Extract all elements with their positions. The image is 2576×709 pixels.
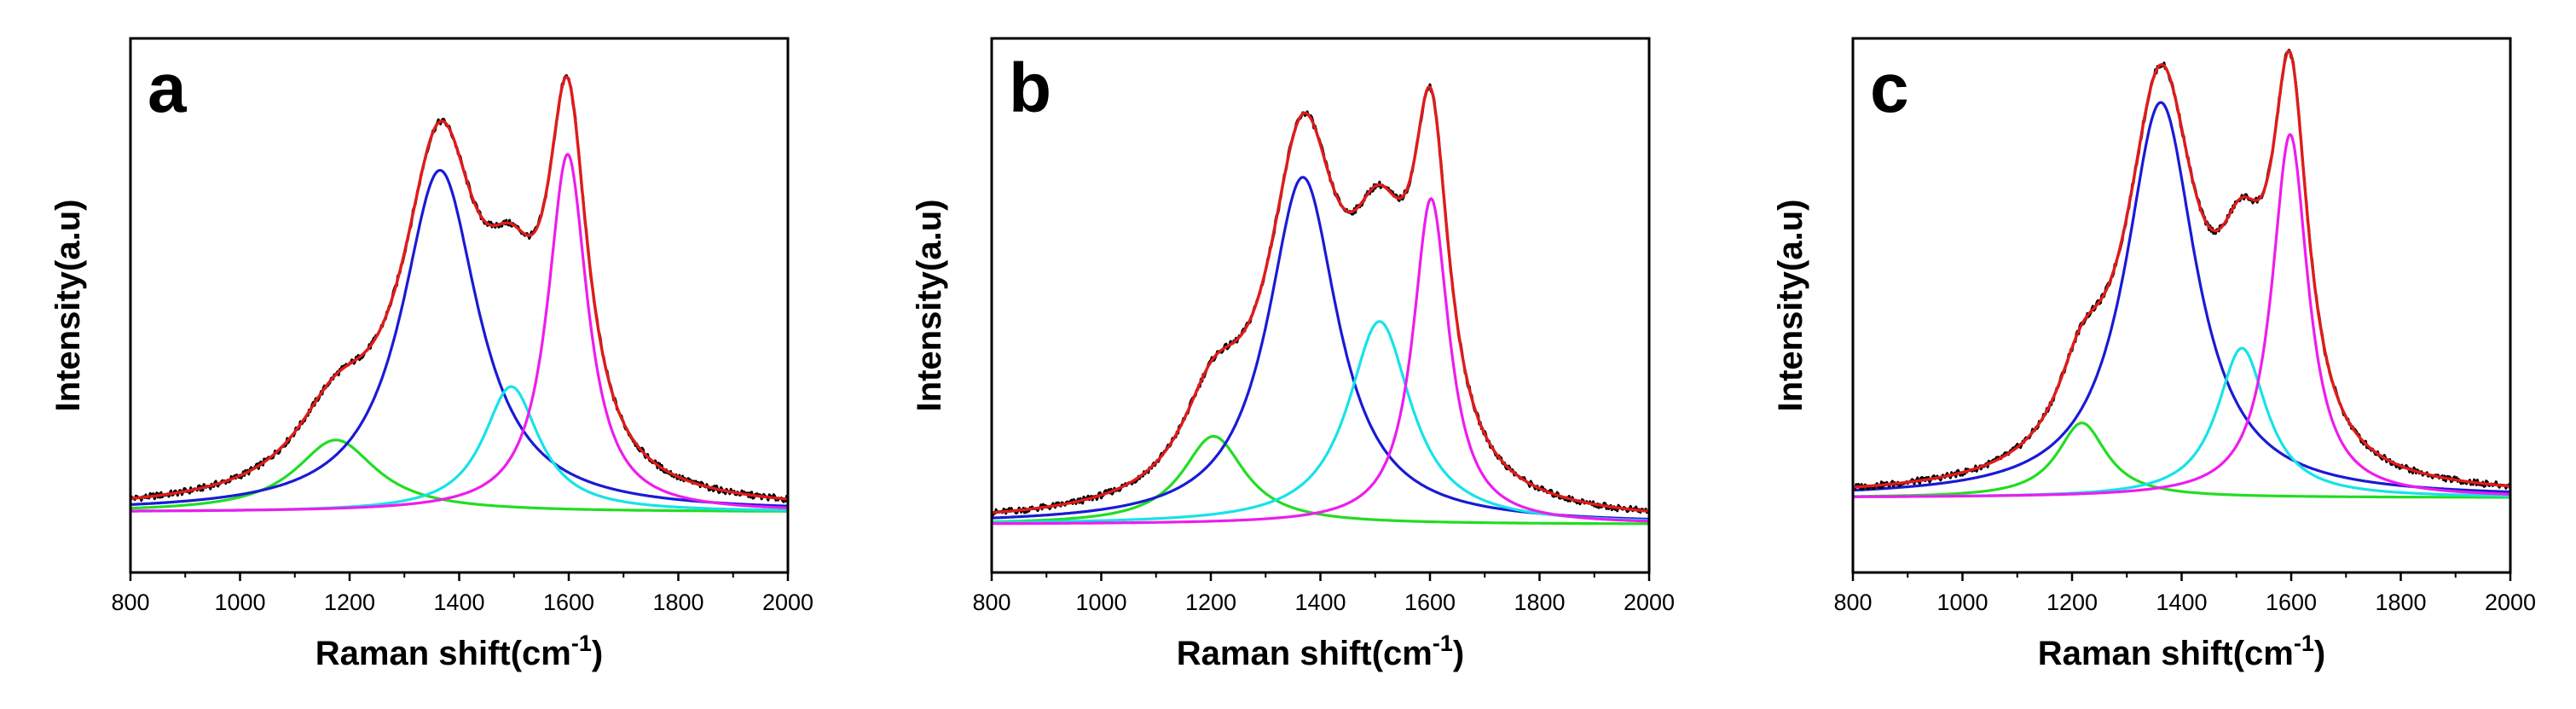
x-axis-title-sup: -1 xyxy=(1433,631,1453,656)
x-tick-label: 1200 xyxy=(324,590,375,615)
panel-label: b xyxy=(1009,49,1051,127)
x-axis-title-sup: -1 xyxy=(571,631,592,656)
series-blue-peak xyxy=(130,169,788,508)
series-magenta-peak xyxy=(130,153,788,513)
x-tick-label: 2000 xyxy=(762,590,813,615)
x-tick-label: 1600 xyxy=(2266,590,2317,615)
x-tick-label: 1800 xyxy=(1514,590,1565,615)
x-tick-label: 1600 xyxy=(1404,590,1456,615)
series-blue-peak xyxy=(992,176,1649,521)
y-axis-title: Intensity(a.u) xyxy=(1772,200,1809,412)
y-axis-title: Intensity(a.u) xyxy=(911,200,948,412)
x-axis-title-sup: -1 xyxy=(2294,631,2314,656)
x-tick-label: 1000 xyxy=(214,590,265,615)
series-green-peak xyxy=(992,434,1649,526)
x-tick-label: 1400 xyxy=(2156,590,2207,615)
series-cyan-peak xyxy=(992,320,1649,524)
x-axis-title-main: Raman shift(cm xyxy=(1177,635,1433,672)
series-fit-envelope xyxy=(992,85,1649,514)
plot-area xyxy=(1853,49,2510,499)
panel-label: a xyxy=(148,49,188,127)
x-axis-title-main: Raman shift(cm xyxy=(2038,635,2294,672)
series-green-peak xyxy=(130,439,788,513)
x-tick-label: 1800 xyxy=(2375,590,2426,615)
x-axis-title-main: Raman shift(cm xyxy=(315,635,571,672)
plot-area xyxy=(992,83,1649,526)
series-magenta-peak xyxy=(992,197,1649,526)
x-tick-label: 1000 xyxy=(1075,590,1126,615)
x-tick-label: 1400 xyxy=(433,590,484,615)
x-tick-label: 1600 xyxy=(543,590,594,615)
panel-label: c xyxy=(1870,49,1909,127)
x-tick-label: 1800 xyxy=(652,590,703,615)
x-axis-title: Raman shift(cm-1) xyxy=(315,631,603,672)
x-tick-label: 800 xyxy=(1833,590,1872,615)
plot-area xyxy=(130,74,788,513)
x-tick-label: 2000 xyxy=(1624,590,1675,615)
x-tick-label: 800 xyxy=(972,590,1010,615)
series-magenta-peak xyxy=(1853,133,2510,498)
panel-c: 800 1000 1200 1400 1600 1800 2000 Raman shift(c… xyxy=(1772,37,2536,672)
series-fit-envelope xyxy=(130,75,788,501)
series-cyan-peak xyxy=(130,385,788,513)
panel-a: 800 1000 1200 1400 1600 1800 2000 Raman shift(c… xyxy=(49,37,813,672)
x-tick-label: 1000 xyxy=(1936,590,1988,615)
panel-b: 800 1000 1200 1400 1600 1800 2000 Raman shift(c… xyxy=(911,37,1675,672)
x-tick-label: 1400 xyxy=(1294,590,1346,615)
x-tick-label: 2000 xyxy=(2485,590,2536,615)
x-tick-label: 1200 xyxy=(1185,590,1236,615)
x-tick-label: 1200 xyxy=(2046,590,2098,615)
x-axis-title-end: ) xyxy=(592,635,603,672)
series-measured-spectrum xyxy=(1853,49,2510,491)
series-blue-peak xyxy=(1853,101,2510,494)
x-axis-title: Raman shift(cm-1) xyxy=(2038,631,2325,672)
x-tick-label: 800 xyxy=(111,590,149,615)
x-axis-title-end: ) xyxy=(1453,635,1464,672)
plot-frame xyxy=(129,37,790,574)
series-fit-envelope xyxy=(1853,49,2510,489)
panels-group: 800 1000 1200 1400 1600 1800 2000 Raman shift(c… xyxy=(49,37,2536,672)
x-axis-title: Raman shift(cm-1) xyxy=(1177,631,1464,672)
x-axis-title-end: ) xyxy=(2314,635,2325,672)
y-axis-title: Intensity(a.u) xyxy=(49,200,87,412)
series-green-peak xyxy=(1853,421,2510,499)
series-measured-spectrum xyxy=(130,74,788,503)
